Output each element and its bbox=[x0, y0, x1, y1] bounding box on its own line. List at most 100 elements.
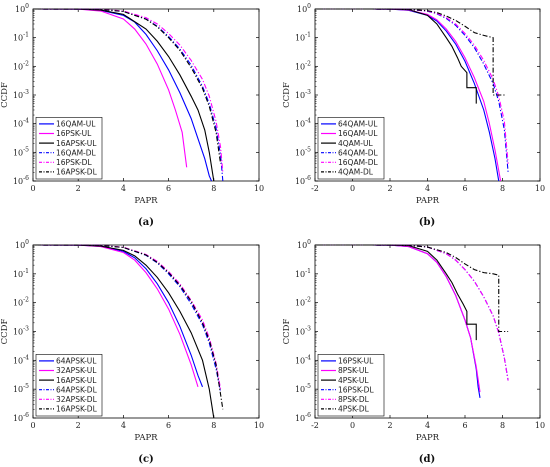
y-tick-label: 10-2 bbox=[13, 60, 29, 71]
y-tick-label: 10-1 bbox=[295, 32, 311, 43]
x-tick-label: 0 bbox=[350, 421, 355, 430]
y-tick-label: 10-4 bbox=[13, 354, 29, 365]
series-line-64APSK-DL bbox=[32, 244, 222, 393]
x-tick-label: 6 bbox=[166, 184, 171, 193]
x-tick-label: 2 bbox=[387, 184, 392, 193]
y-tick-label: 10-6 bbox=[295, 412, 311, 423]
y-tick-label: 10-1 bbox=[13, 32, 29, 43]
legend-label: 64QAM-DL bbox=[338, 148, 379, 157]
legend-box bbox=[317, 354, 385, 417]
x-axis-label: PAPR bbox=[134, 196, 158, 206]
panel-caption: (c) bbox=[138, 454, 154, 465]
x-tick-label: -2 bbox=[311, 184, 319, 193]
y-tick-label: 10-2 bbox=[13, 297, 29, 308]
series-line-16PSK-UL bbox=[32, 8, 188, 168]
legend-label: 16QAM-UL bbox=[338, 129, 378, 138]
x-tick-label: 0 bbox=[30, 184, 35, 193]
legend-label: 16PSK-DL bbox=[338, 385, 374, 394]
x-tick-label: 8 bbox=[500, 184, 505, 193]
series-line-16APSK-UL bbox=[32, 8, 215, 182]
y-tick-label: 10-4 bbox=[13, 118, 29, 129]
legend-label: 64APSK-DL bbox=[56, 385, 98, 394]
series-line-4QAM-UL bbox=[315, 8, 477, 104]
y-axis-label: CCDF bbox=[0, 319, 10, 345]
x-tick-label: 4 bbox=[425, 421, 430, 430]
chart-panel-d: -2 0 2 4 6 8 10 100 10-1 10-2 10-3 10-4 10-5 10-6 16PS… bbox=[282, 239, 545, 465]
y-tick-label: 10-5 bbox=[13, 146, 29, 157]
legend: 64APSK-UL32APSK-UL16APSK-UL64APSK-DL32AP… bbox=[35, 354, 103, 417]
y-axis-label: CCDF bbox=[0, 82, 10, 108]
legend-box bbox=[317, 117, 385, 180]
y-axis-label: CCDF bbox=[282, 82, 292, 108]
y-tick-label: 10-2 bbox=[295, 297, 311, 308]
legend-label: 16PSK-UL bbox=[56, 129, 92, 138]
x-axis-label: PAPR bbox=[134, 433, 158, 443]
y-tick-label: 10-6 bbox=[13, 175, 29, 186]
x-tick-label: 2 bbox=[76, 184, 81, 193]
legend-label: 16QAM-DL bbox=[56, 148, 97, 157]
y-tick-label: 10-5 bbox=[13, 383, 29, 394]
y-tick-label: 10-3 bbox=[13, 89, 29, 100]
legend: 16PSK-UL8PSK-UL4PSK-UL16PSK-DL8PSK-DL4PS… bbox=[317, 354, 385, 417]
legend-box bbox=[35, 117, 103, 180]
legend-label: 16APSK-UL bbox=[56, 376, 97, 385]
x-axis-label: PAPR bbox=[416, 196, 440, 206]
y-tick-label: 10-3 bbox=[295, 89, 311, 100]
x-tick-label: 4 bbox=[121, 421, 126, 430]
y-tick-label: 10-1 bbox=[295, 268, 311, 279]
x-tick-label: 2 bbox=[387, 421, 392, 430]
y-tick-label: 10-6 bbox=[295, 175, 311, 186]
x-tick-label: 10 bbox=[254, 184, 264, 193]
series-line-8PSK-DL bbox=[315, 244, 509, 381]
y-tick-label: 10-4 bbox=[295, 354, 311, 365]
legend: 64QAM-UL16QAM-UL4QAM-UL64QAM-DL16QAM-DL4… bbox=[317, 117, 385, 180]
series-line-4PSK-UL bbox=[315, 244, 477, 341]
y-axis-label: CCDF bbox=[282, 319, 292, 345]
x-tick-label: 6 bbox=[462, 421, 467, 430]
panel-caption: (a) bbox=[138, 217, 154, 228]
legend-label: 64APSK-UL bbox=[56, 357, 97, 366]
y-tick-label: 10-4 bbox=[295, 118, 311, 129]
x-tick-label: 0 bbox=[30, 421, 35, 430]
legend-box bbox=[35, 354, 103, 417]
y-tick-label: 100 bbox=[297, 239, 311, 250]
y-tick-label: 10-6 bbox=[13, 412, 29, 423]
legend-label: 16QAM-UL bbox=[56, 120, 96, 129]
y-tick-label: 10-5 bbox=[295, 383, 311, 394]
legend-label: 16PSK-DL bbox=[56, 158, 92, 167]
x-tick-label: 10 bbox=[535, 184, 545, 193]
legend-label: 4QAM-DL bbox=[338, 168, 374, 177]
legend-label: 64QAM-UL bbox=[338, 120, 378, 129]
y-tick-label: 10-2 bbox=[295, 60, 311, 71]
legend-label: 4QAM-UL bbox=[338, 139, 373, 148]
x-tick-label: 8 bbox=[211, 184, 216, 193]
y-tick-label: 100 bbox=[297, 3, 311, 14]
y-tick-label: 10-3 bbox=[295, 326, 311, 337]
x-tick-label: 4 bbox=[121, 184, 126, 193]
legend-label: 32APSK-DL bbox=[56, 395, 98, 404]
legend-label: 16APSK-DL bbox=[56, 405, 98, 414]
y-tick-label: 10-5 bbox=[295, 146, 311, 157]
legend-label: 16APSK-UL bbox=[56, 139, 97, 148]
series-line-16APSK-DL bbox=[32, 8, 222, 164]
x-tick-label: 8 bbox=[211, 421, 216, 430]
chart-panel-a: 0 2 4 6 8 10 100 10-1 10-2 10-3 10-4 10-5 10-6 16QAM-… bbox=[0, 3, 264, 228]
legend-label: 4PSK-DL bbox=[338, 405, 370, 414]
x-tick-label: -2 bbox=[311, 421, 319, 430]
legend-label: 16QAM-DL bbox=[338, 158, 379, 167]
x-tick-label: 0 bbox=[350, 184, 355, 193]
series-line-4QAM-DL bbox=[315, 8, 507, 96]
x-tick-label: 6 bbox=[462, 184, 467, 193]
legend-label: 4PSK-UL bbox=[338, 376, 369, 385]
x-tick-label: 8 bbox=[500, 421, 505, 430]
series-line-16APSK-DL bbox=[32, 244, 224, 410]
panel-caption: (d) bbox=[419, 454, 435, 465]
x-tick-label: 10 bbox=[535, 421, 545, 430]
series-line-16QAM-DL bbox=[315, 8, 509, 164]
legend-label: 16PSK-UL bbox=[338, 357, 374, 366]
legend-label: 16APSK-DL bbox=[56, 168, 98, 177]
chart-panel-b: -2 0 2 4 6 8 10 100 10-1 10-2 10-3 10-4 10-5 10-6 64QA… bbox=[282, 3, 545, 228]
legend-label: 8PSK-UL bbox=[338, 366, 369, 375]
panel-caption: (b) bbox=[419, 217, 435, 228]
